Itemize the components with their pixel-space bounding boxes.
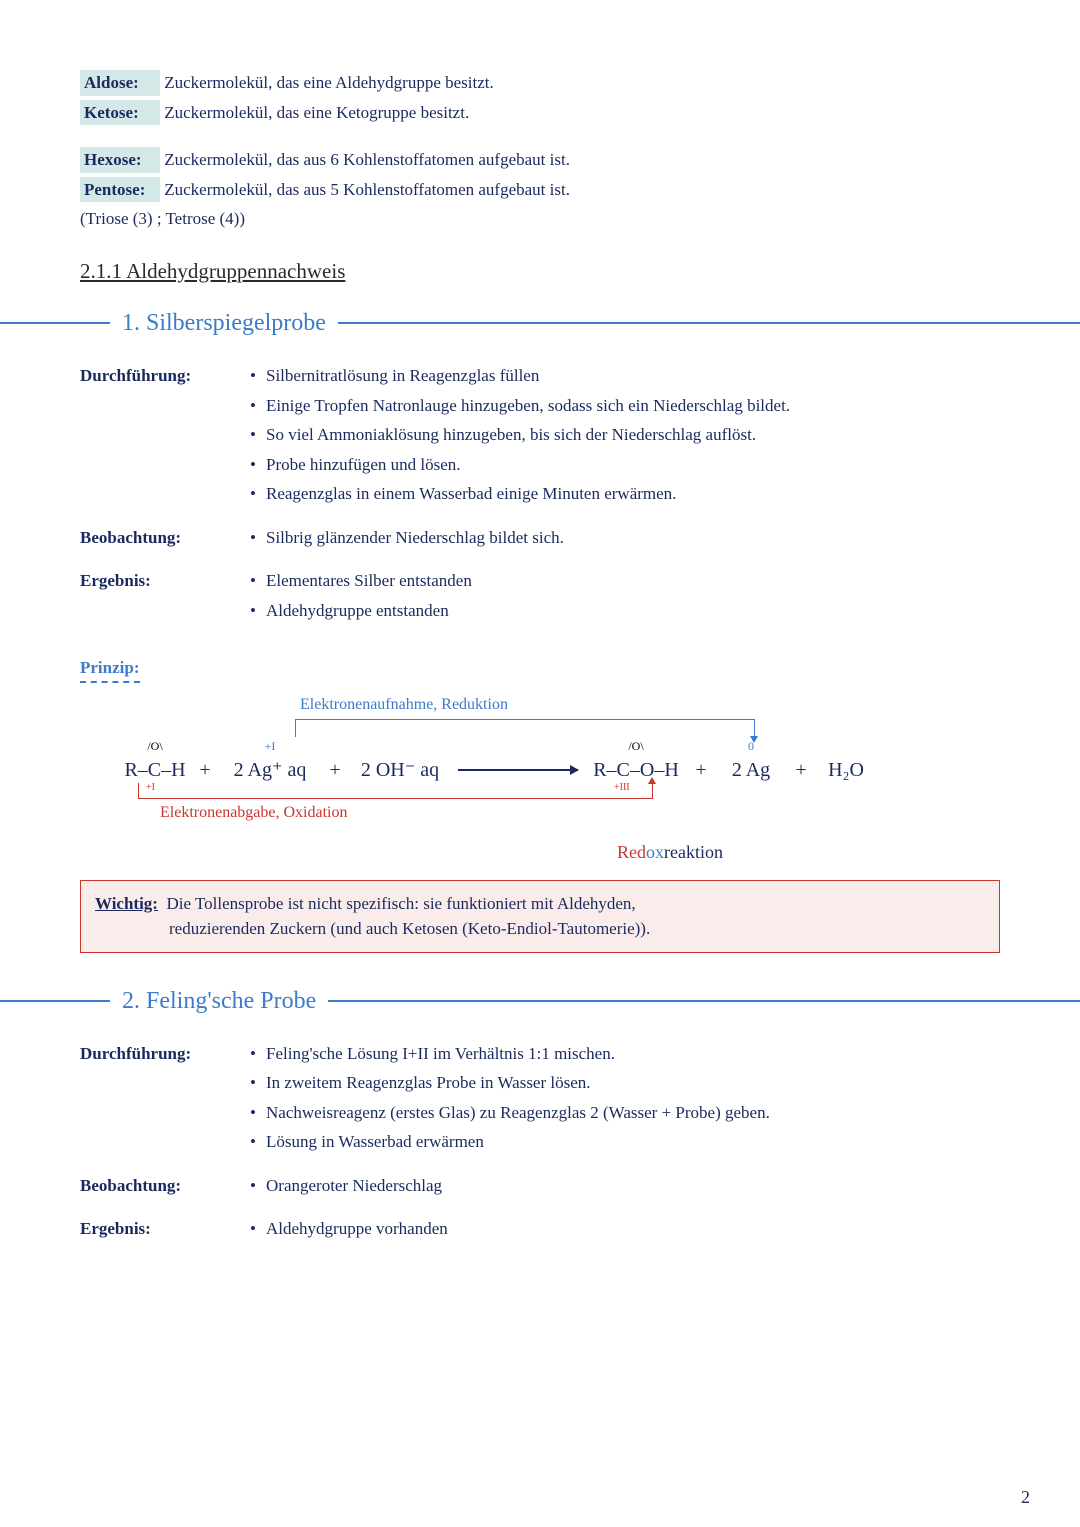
bullet: •Einige Tropfen Natronlauge hinzugeben, … bbox=[250, 393, 1000, 419]
content: •Silbernitratlösung in Reagenzglas fülle… bbox=[250, 363, 1000, 511]
content: •Feling'sche Lösung I+II im Verhältnis 1… bbox=[250, 1041, 1000, 1159]
term2: 2 Ag⁺ aq bbox=[220, 755, 320, 785]
bullet: •Feling'sche Lösung I+II im Verhältnis 1… bbox=[250, 1041, 1000, 1067]
def-text: (Triose (3) ; Tetrose (4)) bbox=[80, 209, 245, 228]
bullet: •Aldehydgruppe vorhanden bbox=[250, 1216, 1000, 1242]
term3: 2 OH⁻ aq bbox=[350, 755, 450, 785]
term6: H₂O bbox=[816, 755, 876, 785]
redox-label: Redoxreaktion bbox=[380, 839, 960, 866]
def-pentose: Pentose: Zuckermolekül, das aus 5 Kohlen… bbox=[80, 177, 1000, 203]
plus: + bbox=[786, 755, 816, 785]
probe2-title: 2. Feling'sche Probe bbox=[110, 983, 328, 1019]
content: •Aldehydgruppe vorhanden bbox=[250, 1216, 1000, 1246]
ox-o1: /O\ bbox=[120, 737, 190, 755]
rule-lead bbox=[0, 1000, 110, 1002]
probe1-beobachtung: Beobachtung: •Silbrig glänzender Nieders… bbox=[80, 525, 1000, 555]
content: •Orangeroter Niederschlag bbox=[250, 1173, 1000, 1203]
term: Ketose: bbox=[80, 100, 160, 126]
rule-lead bbox=[0, 322, 110, 324]
bullet: •Silbernitratlösung in Reagenzglas fülle… bbox=[250, 363, 1000, 389]
label: Ergebnis: bbox=[80, 1216, 250, 1246]
def-triose: (Triose (3) ; Tetrose (4)) bbox=[80, 206, 1000, 232]
bullet: •Elementares Silber entstanden bbox=[250, 568, 1000, 594]
bullet: •So viel Ammoniaklösung hinzugeben, bis … bbox=[250, 422, 1000, 448]
def-text: Zuckermolekül, das eine Aldehydgruppe be… bbox=[164, 73, 494, 92]
label: Ergebnis: bbox=[80, 568, 250, 627]
plus: + bbox=[686, 755, 716, 785]
term4: R–C–O–H +III bbox=[586, 755, 686, 785]
reduction-bracket bbox=[295, 719, 755, 737]
important-text2: reduzierenden Zuckern (und auch Ketosen … bbox=[169, 916, 650, 942]
def-text: Zuckermolekül, das aus 5 Kohlenstoffatom… bbox=[164, 180, 570, 199]
probe1-ergebnis: Ergebnis: •Elementares Silber entstanden… bbox=[80, 568, 1000, 627]
important-box: Wichtig: Die Tollensprobe ist nicht spez… bbox=[80, 880, 1000, 953]
definitions-group-2: Hexose: Zuckermolekül, das aus 6 Kohlens… bbox=[80, 147, 1000, 232]
bullet: •Aldehydgruppe entstanden bbox=[250, 598, 1000, 624]
ox-ag: +I bbox=[220, 737, 320, 755]
rule-tail bbox=[338, 322, 1080, 324]
bullet: •Silbrig glänzender Niederschlag bildet … bbox=[250, 525, 1000, 551]
oxidation-bracket bbox=[138, 783, 653, 799]
probe2-durchfuehrung: Durchführung: •Feling'sche Lösung I+II i… bbox=[80, 1041, 1000, 1159]
def-ketose: Ketose: Zuckermolekül, das eine Ketogrup… bbox=[80, 100, 1000, 126]
label: Durchführung: bbox=[80, 1041, 250, 1159]
prinzip-label: Prinzip: bbox=[80, 655, 140, 683]
probe2-beobachtung: Beobachtung: •Orangeroter Niederschlag bbox=[80, 1173, 1000, 1203]
probe2-title-rule: 2. Feling'sche Probe bbox=[0, 983, 1080, 1019]
probe2-ergebnis: Ergebnis: •Aldehydgruppe vorhanden bbox=[80, 1216, 1000, 1246]
label: Beobachtung: bbox=[80, 1173, 250, 1203]
bullet: •In zweitem Reagenzglas Probe in Wasser … bbox=[250, 1070, 1000, 1096]
plus: + bbox=[320, 755, 350, 785]
equation-row: R–C–H +I + 2 Ag⁺ aq + 2 OH⁻ aq R–C–O–H +… bbox=[120, 755, 960, 785]
plus: + bbox=[190, 755, 220, 785]
oxidation-annotation: Elektronenabgabe, Oxidation bbox=[160, 801, 960, 825]
probe1-title-rule: 1. Silberspiegelprobe bbox=[0, 305, 1080, 341]
page-number: 2 bbox=[1021, 1484, 1030, 1511]
reaction-arrow bbox=[458, 769, 578, 771]
bullet: •Nachweisreagenz (erstes Glas) zu Reagen… bbox=[250, 1100, 1000, 1126]
term: Pentose: bbox=[80, 177, 160, 203]
oxidation-numbers-row: /O\ +I /O\ 0 bbox=[120, 737, 960, 755]
reaction-diagram: Elektronenaufnahme, Reduktion /O\ +I /O\… bbox=[120, 693, 960, 866]
important-text1: Die Tollensprobe ist nicht spezifisch: s… bbox=[166, 894, 635, 913]
bullet: •Probe hinzufügen und lösen. bbox=[250, 452, 1000, 478]
section-heading: 2.1.1 Aldehydgruppennachweis bbox=[80, 256, 1000, 288]
content: •Elementares Silber entstanden •Aldehydg… bbox=[250, 568, 1000, 627]
def-hexose: Hexose: Zuckermolekül, das aus 6 Kohlens… bbox=[80, 147, 1000, 173]
term5: 2 Ag bbox=[716, 755, 786, 785]
def-text: Zuckermolekül, das aus 6 Kohlenstoffatom… bbox=[164, 150, 570, 169]
reduction-annotation: Elektronenaufnahme, Reduktion bbox=[300, 693, 960, 717]
rule-tail bbox=[328, 1000, 1080, 1002]
term1: R–C–H +I bbox=[120, 755, 190, 785]
bullet: •Orangeroter Niederschlag bbox=[250, 1173, 1000, 1199]
bullet: •Lösung in Wasserbad erwärmen bbox=[250, 1129, 1000, 1155]
def-text: Zuckermolekül, das eine Ketogruppe besit… bbox=[164, 103, 469, 122]
label: Durchführung: bbox=[80, 363, 250, 511]
term: Hexose: bbox=[80, 147, 160, 173]
probe1-title: 1. Silberspiegelprobe bbox=[110, 305, 338, 341]
probe1-durchfuehrung: Durchführung: •Silbernitratlösung in Rea… bbox=[80, 363, 1000, 511]
definitions-group-1: Aldose: Zuckermolekül, das eine Aldehydg… bbox=[80, 70, 1000, 125]
label: Beobachtung: bbox=[80, 525, 250, 555]
ox-o2: /O\ bbox=[586, 737, 686, 755]
important-label: Wichtig: bbox=[95, 894, 158, 913]
content: •Silbrig glänzender Niederschlag bildet … bbox=[250, 525, 1000, 555]
term: Aldose: bbox=[80, 70, 160, 96]
def-aldose: Aldose: Zuckermolekül, das eine Aldehydg… bbox=[80, 70, 1000, 96]
bullet: •Reagenzglas in einem Wasserbad einige M… bbox=[250, 481, 1000, 507]
